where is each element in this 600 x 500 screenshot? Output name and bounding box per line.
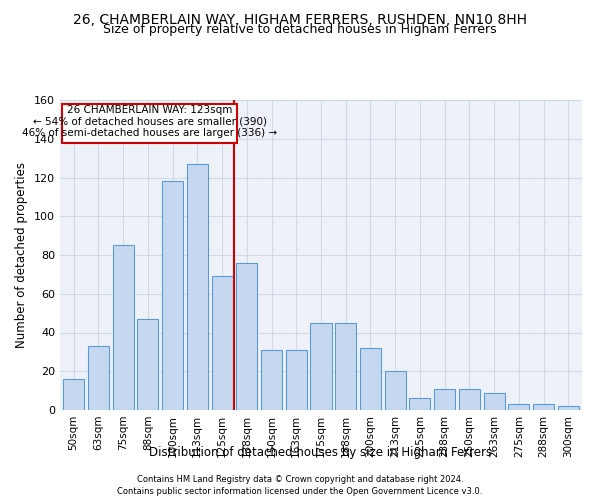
Bar (286, 350, 307, 410)
Bar (409, 398, 430, 410)
Bar (137, 319, 158, 410)
Bar (63, 379, 84, 410)
Bar (236, 263, 257, 410)
Bar (484, 392, 505, 410)
Bar (310, 323, 332, 410)
Bar (187, 164, 208, 410)
Bar (113, 246, 134, 410)
Bar (558, 406, 579, 410)
Y-axis label: Number of detached properties: Number of detached properties (16, 162, 28, 348)
Text: 26 CHAMBERLAIN WAY: 123sqm: 26 CHAMBERLAIN WAY: 123sqm (67, 104, 232, 115)
Bar (459, 388, 480, 410)
Bar (533, 404, 554, 410)
Bar (162, 182, 183, 410)
Bar (88, 346, 109, 410)
Text: 46% of semi-detached houses are larger (336) →: 46% of semi-detached houses are larger (… (22, 128, 277, 138)
Text: ← 54% of detached houses are smaller (390): ← 54% of detached houses are smaller (39… (32, 116, 266, 126)
Bar (385, 371, 406, 410)
Bar (212, 276, 233, 410)
Text: 26, CHAMBERLAIN WAY, HIGHAM FERRERS, RUSHDEN, NN10 8HH: 26, CHAMBERLAIN WAY, HIGHAM FERRERS, RUS… (73, 12, 527, 26)
Bar (360, 348, 381, 410)
Text: Size of property relative to detached houses in Higham Ferrers: Size of property relative to detached ho… (103, 22, 497, 36)
Bar (508, 404, 529, 410)
Bar (261, 350, 282, 410)
Text: Distribution of detached houses by size in Higham Ferrers: Distribution of detached houses by size … (149, 446, 493, 459)
Text: Contains public sector information licensed under the Open Government Licence v3: Contains public sector information licen… (118, 486, 482, 496)
FancyBboxPatch shape (62, 104, 237, 142)
Bar (434, 388, 455, 410)
Text: Contains HM Land Registry data © Crown copyright and database right 2024.: Contains HM Land Registry data © Crown c… (137, 476, 463, 484)
Bar (335, 323, 356, 410)
